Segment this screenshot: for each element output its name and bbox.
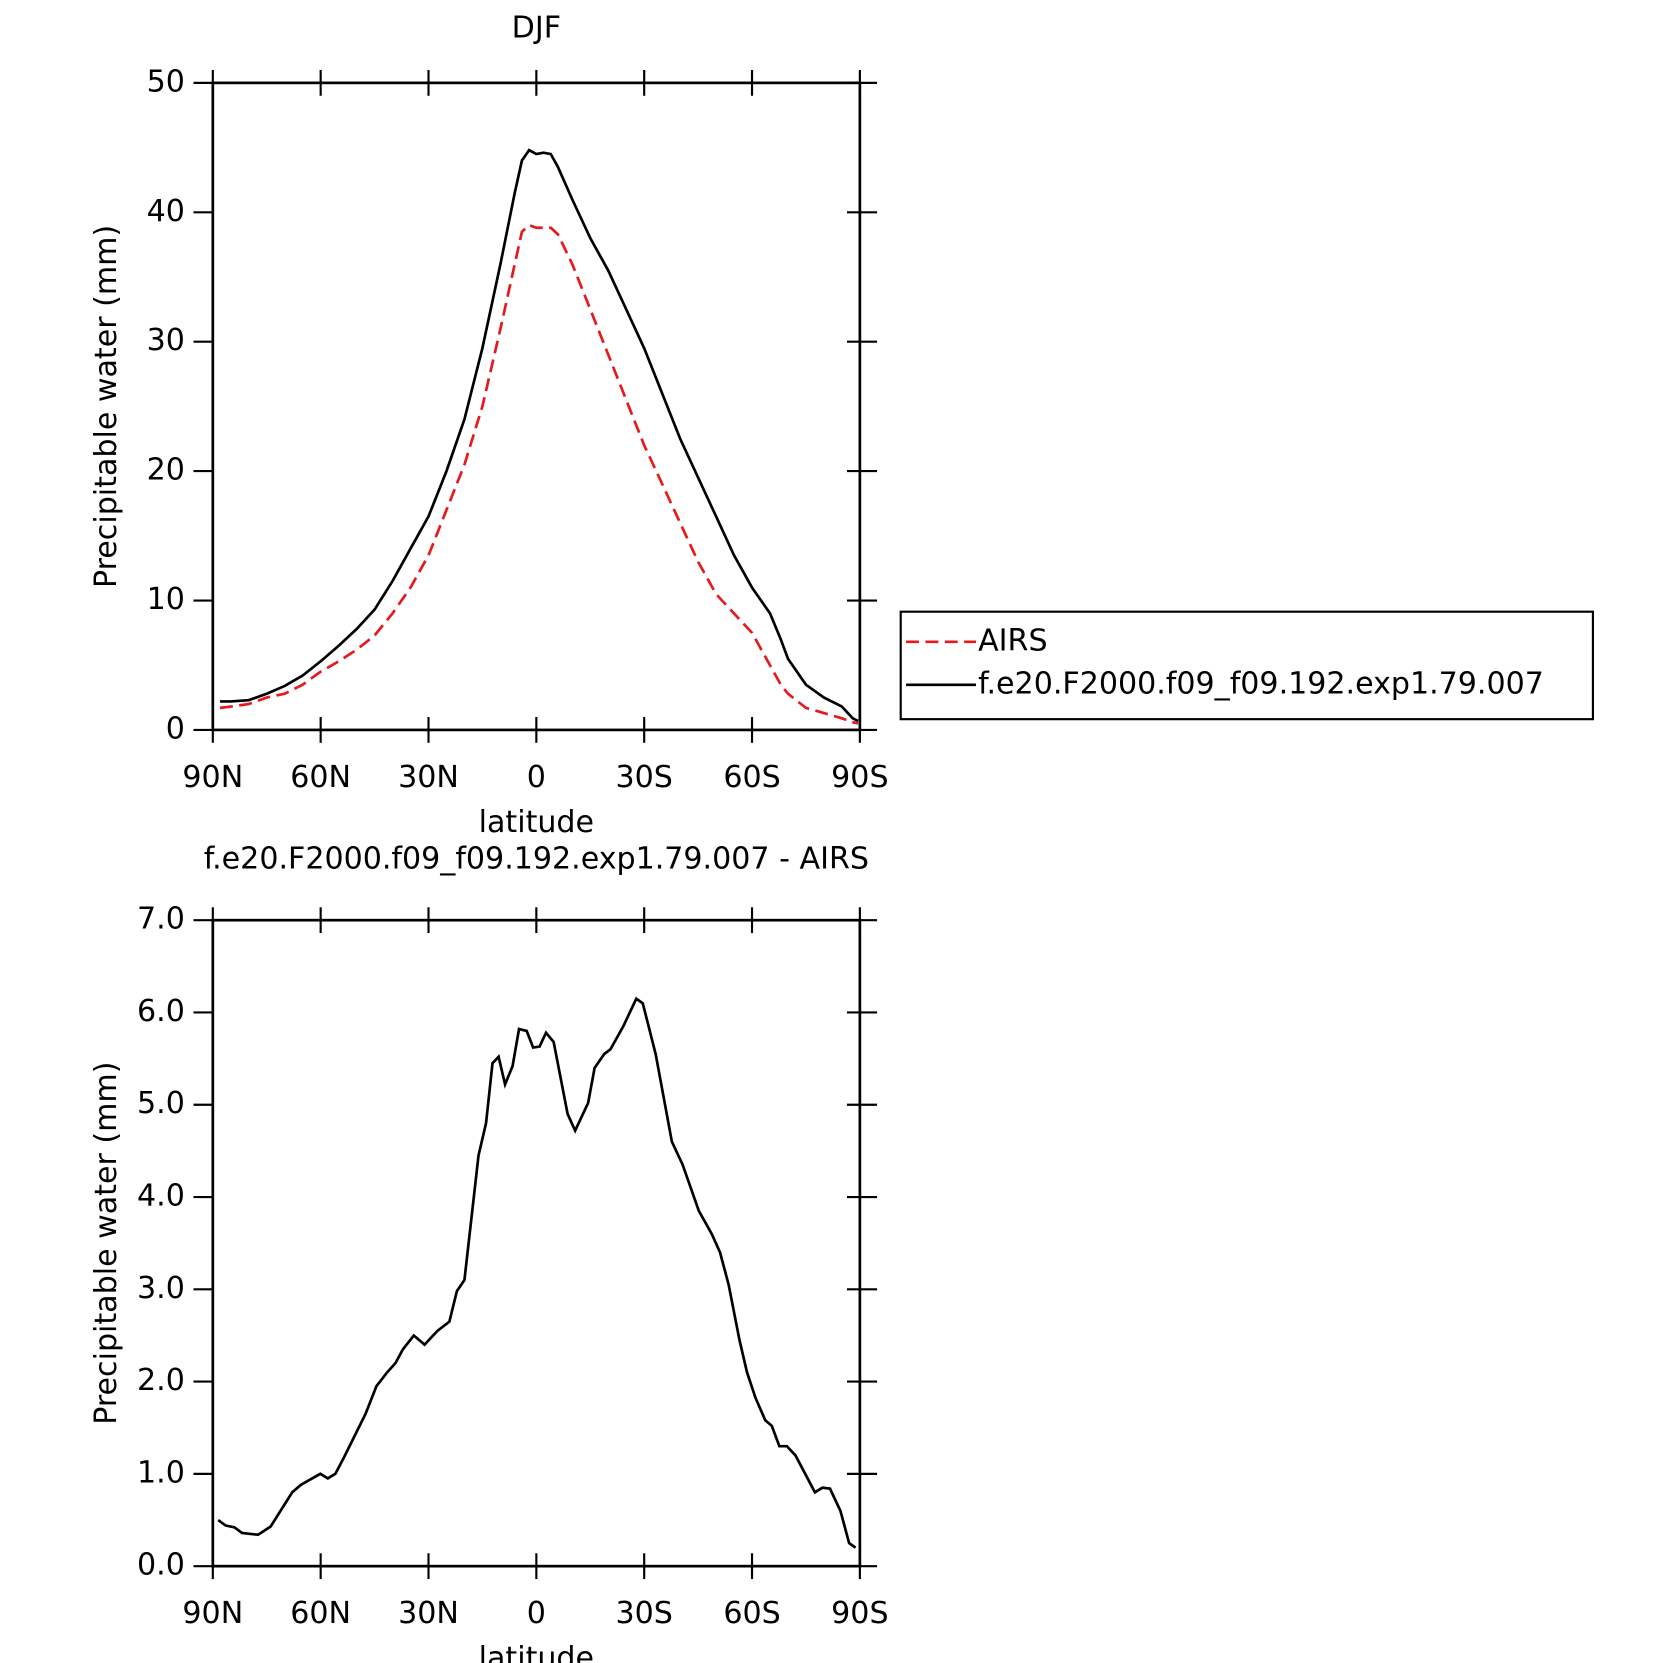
y-tick-label: 10 — [147, 582, 185, 617]
x-tick-label: 60S — [723, 760, 780, 795]
x-tick-label: 0 — [527, 1596, 546, 1631]
y-axis-label: Precipitable water (mm) — [89, 1062, 124, 1425]
y-tick-label: 5.0 — [137, 1086, 185, 1121]
x-tick-label: 60N — [290, 1596, 351, 1631]
plot-frame — [211, 918, 862, 1568]
legend-box — [899, 610, 1594, 721]
x-tick-label: 30N — [398, 1596, 459, 1631]
x-tick-label: 30S — [615, 760, 672, 795]
y-tick-label: 20 — [147, 453, 185, 488]
x-tick-label: 90N — [182, 760, 243, 795]
data-line — [220, 148, 859, 723]
x-tick-label: 90N — [182, 1596, 243, 1631]
y-tick-label: 40 — [147, 194, 185, 229]
y-tick-label: 30 — [147, 323, 185, 358]
x-tick-label: 90S — [831, 760, 888, 795]
data-line — [217, 996, 857, 1549]
y-tick-label: 0 — [166, 711, 185, 746]
y-tick-label: 0.0 — [137, 1548, 185, 1583]
x-tick-label: 0 — [527, 760, 546, 795]
x-tick-label: 60N — [290, 760, 351, 795]
chart-title: f.e20.F2000.f09_f09.192.exp1.79.007 - AI… — [204, 841, 869, 876]
data-line — [219, 223, 859, 725]
x-tick-label: 60S — [723, 1596, 780, 1631]
y-tick-label: 1.0 — [137, 1455, 185, 1490]
x-axis-label: latitude — [479, 1641, 594, 1663]
plot-frame — [211, 81, 862, 732]
x-tick-label: 30S — [615, 1596, 672, 1631]
chart-title: DJF — [512, 11, 561, 46]
legend-label: f.e20.F2000.f09_f09.192.exp1.79.007 — [978, 666, 1544, 701]
x-tick-label: 30N — [398, 760, 459, 795]
legend-label: AIRS — [978, 623, 1047, 658]
y-tick-label: 50 — [147, 64, 185, 99]
y-tick-label: 7.0 — [137, 902, 185, 937]
x-axis-label: latitude — [479, 805, 594, 840]
y-tick-label: 3.0 — [137, 1271, 185, 1306]
y-tick-label: 6.0 — [137, 994, 185, 1029]
y-axis-label: Precipitable water (mm) — [89, 225, 124, 588]
y-tick-label: 2.0 — [137, 1363, 185, 1398]
x-tick-label: 90S — [831, 1596, 888, 1631]
y-tick-label: 4.0 — [137, 1179, 185, 1214]
